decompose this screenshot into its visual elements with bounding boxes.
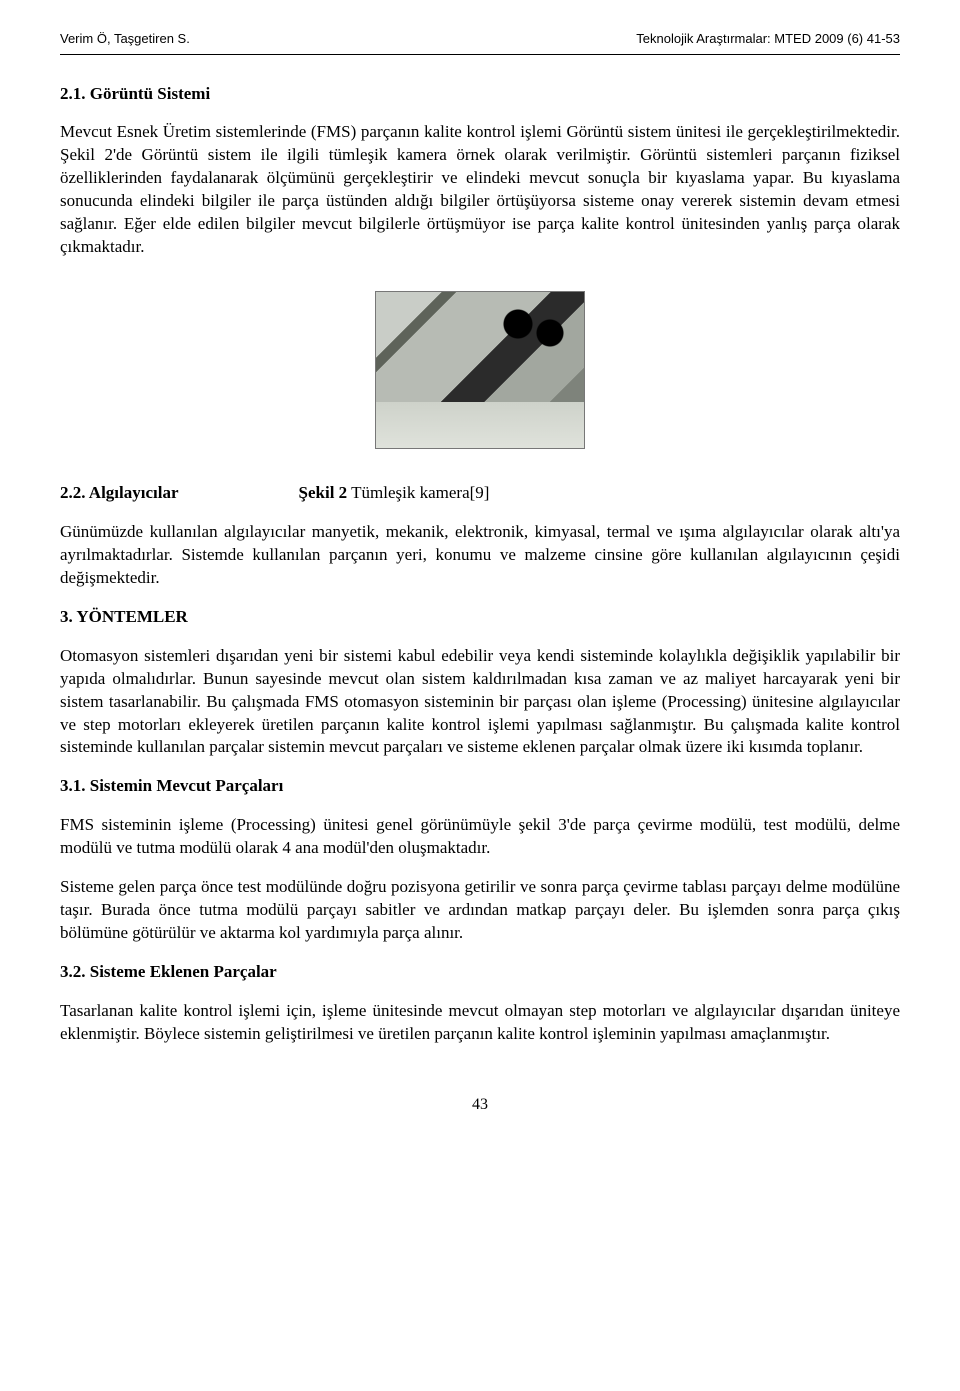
- section-2-1-paragraph: Mevcut Esnek Üretim sistemlerinde (FMS) …: [60, 121, 900, 259]
- section-3-1-paragraph-1: FMS sisteminin işleme (Processing) ünite…: [60, 814, 900, 860]
- figure-2-label-rest: Tümleşik kamera[9]: [347, 483, 489, 502]
- header-journal: Teknolojik Araştırmalar: MTED 2009 (6) 4…: [636, 30, 900, 48]
- header-rule: [60, 54, 900, 55]
- figure-2-label-bold: Şekil 2: [299, 483, 348, 502]
- section-3-paragraph: Otomasyon sistemleri dışarıdan yeni bir …: [60, 645, 900, 760]
- section-2-1-title: 2.1. Görüntü Sistemi: [60, 83, 900, 106]
- section-3-title: 3. YÖNTEMLER: [60, 606, 900, 629]
- figure-2-image: [375, 291, 585, 449]
- section-3-1-title: 3.1. Sistemin Mevcut Parçaları: [60, 775, 900, 798]
- figure-2-container: [60, 291, 900, 456]
- section-2-2-title: 2.2. Algılayıcılar: [60, 482, 179, 505]
- section-3-2-title: 3.2. Sisteme Eklenen Parçalar: [60, 961, 900, 984]
- section-3-2-paragraph: Tasarlanan kalite kontrol işlemi için, i…: [60, 1000, 900, 1046]
- figure-2-caption-row: 2.2. Algılayıcılar Şekil 2 Tümleşik kame…: [60, 482, 900, 505]
- page-header: Verim Ö, Taşgetiren S. Teknolojik Araştı…: [60, 30, 900, 48]
- header-author: Verim Ö, Taşgetiren S.: [60, 30, 190, 48]
- figure-2-caption: Şekil 2 Tümleşik kamera[9]: [299, 482, 490, 505]
- section-2-2-paragraph: Günümüzde kullanılan algılayıcılar manye…: [60, 521, 900, 590]
- section-3-1-paragraph-2: Sisteme gelen parça önce test modülünde …: [60, 876, 900, 945]
- page-number: 43: [60, 1094, 900, 1116]
